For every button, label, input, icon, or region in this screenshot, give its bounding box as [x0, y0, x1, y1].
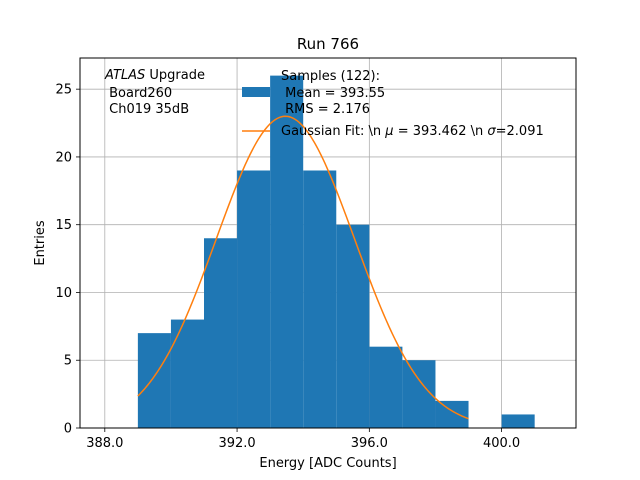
gaussian-fit-curve [137, 115, 469, 420]
x-axis-label: Energy [ADC Counts] [259, 456, 396, 471]
histogram-bar-6 [336, 224, 370, 428]
y-tick-label-4: 20 [55, 150, 72, 165]
x-tick-label-3: 400.0 [483, 436, 520, 451]
legend-fit-suffix: =2.091 [496, 124, 544, 139]
y-tick-label-0: 0 [64, 422, 72, 437]
histogram-bar-8 [402, 360, 436, 428]
x-tick-label-1: 392.0 [218, 436, 255, 451]
histogram-bar-2 [204, 238, 238, 428]
histogram-bar-0 [137, 333, 171, 428]
x-tick-label-0: 388.0 [86, 436, 123, 451]
histogram-bar-1 [170, 319, 204, 428]
histogram-bar-11 [501, 414, 535, 428]
y-axis-label: Entries [33, 220, 48, 266]
histogram-bar-3 [237, 170, 271, 428]
annotation-atlas: ATLAS [104, 68, 145, 83]
x-axis-ticks: 388.0 392.0 396.0 400.0 [86, 428, 520, 451]
bars-layer [137, 75, 535, 428]
histogram-bar-5 [303, 170, 337, 428]
histogram-bar-7 [369, 346, 403, 428]
annotation-upgrade: Upgrade [145, 68, 205, 83]
y-axis-ticks: 0 5 10 15 20 25 [55, 83, 80, 437]
plot-frame [79, 57, 577, 429]
y-tick-label-5: 25 [55, 83, 72, 98]
annotation-line-2: Board260 [105, 86, 172, 101]
legend-fit-mu: μ [384, 124, 393, 139]
legend-samples-line-3: RMS = 2.176 [281, 102, 370, 117]
legend-fit-sigma: σ [487, 124, 496, 139]
annotation-line-1: ATLAS Upgrade [104, 68, 205, 83]
y-tick-label-3: 15 [55, 218, 72, 233]
histogram-bar-9 [435, 400, 469, 428]
y-tick-label-2: 10 [55, 286, 72, 301]
x-tick-label-2: 396.0 [351, 436, 388, 451]
histogram-bar-4 [270, 75, 304, 428]
legend-fit-mid: = 393.462 \n [394, 124, 488, 139]
legend-samples-line-2: Mean = 393.55 [281, 86, 385, 101]
legend-samples-line-1: Samples (122): [281, 69, 380, 84]
legend: Samples (122): Mean = 393.55 RMS = 2.176… [242, 69, 544, 139]
chart-title: Run 766 [297, 35, 359, 53]
annotation-line-3: Ch019 35dB [105, 102, 189, 117]
y-tick-label-1: 5 [64, 354, 72, 369]
legend-fit-label: Gaussian Fit: \n μ = 393.462 \n σ=2.091 [281, 124, 544, 139]
legend-fit-prefix: Gaussian Fit: \n [281, 124, 385, 139]
legend-samples-patch [242, 87, 270, 97]
info-annotation: ATLAS Upgrade Board260 Ch019 35dB [104, 68, 205, 117]
